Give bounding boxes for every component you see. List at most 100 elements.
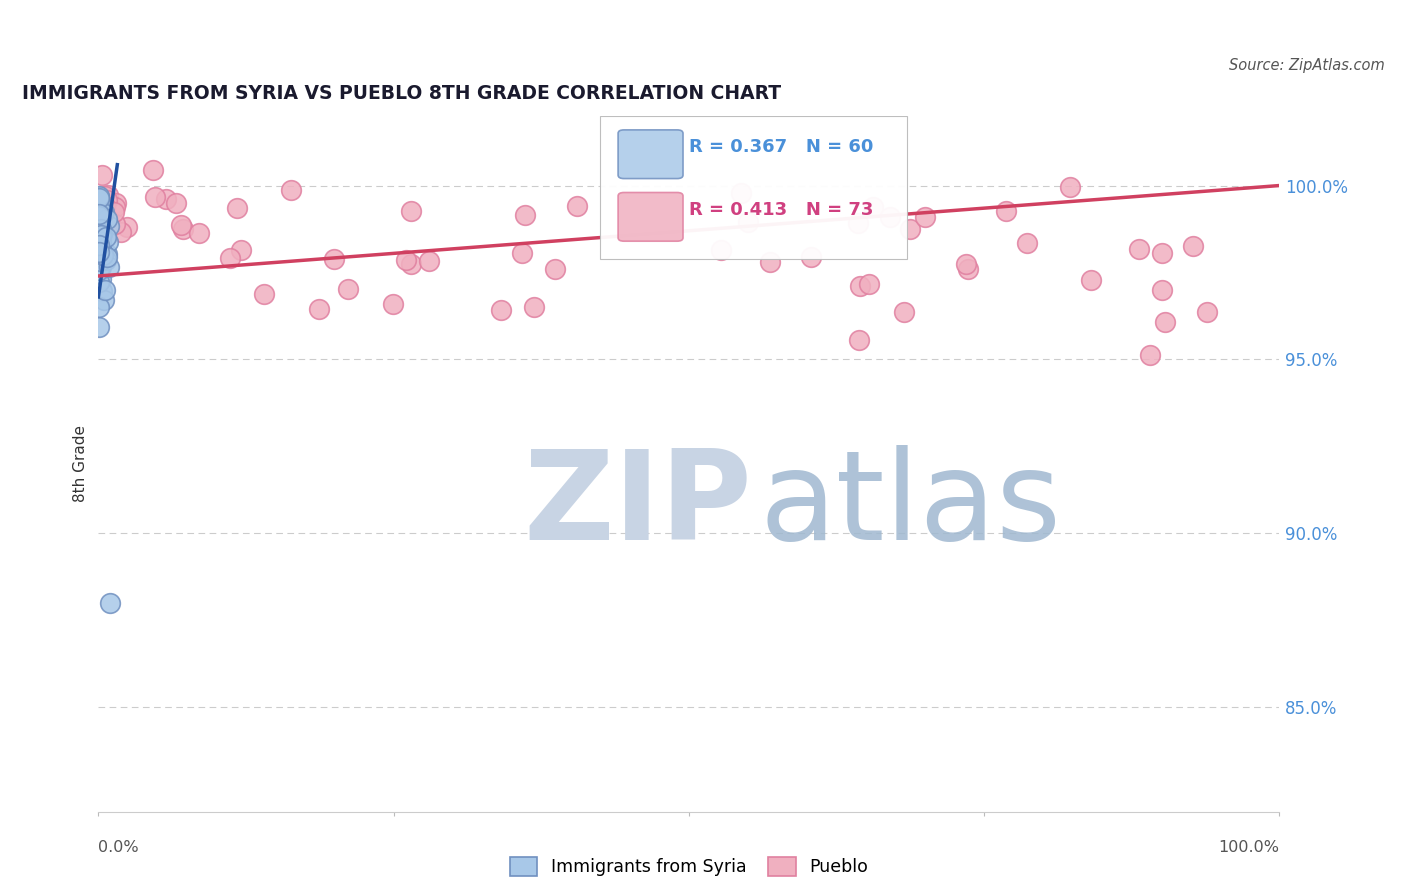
Point <box>90 239 112 253</box>
Point <box>93 194 115 209</box>
Point <box>97 188 120 202</box>
Point <box>172 222 194 236</box>
Point <box>104 217 127 231</box>
Point <box>93 205 115 219</box>
Point <box>91 247 114 261</box>
Point <box>98 596 121 610</box>
Point <box>87 227 110 241</box>
Point <box>87 189 110 203</box>
Point <box>1150 245 1173 260</box>
Point <box>1182 239 1205 253</box>
Point <box>848 334 870 348</box>
Point <box>89 240 111 254</box>
Point <box>89 227 111 242</box>
Point <box>110 226 132 240</box>
Point <box>169 218 191 232</box>
Point <box>737 214 759 228</box>
Point <box>96 250 118 264</box>
Point <box>91 206 114 220</box>
Point <box>89 235 111 249</box>
Point <box>800 250 823 264</box>
Point <box>155 192 177 206</box>
Point <box>898 222 921 236</box>
Point <box>90 258 112 272</box>
Point <box>96 219 118 233</box>
Point <box>1017 236 1039 251</box>
Point <box>87 245 110 260</box>
Point <box>336 282 359 296</box>
Point <box>544 261 567 276</box>
Point <box>94 188 117 202</box>
Point <box>89 227 111 241</box>
Point <box>104 196 127 211</box>
Point <box>89 212 111 227</box>
Point <box>879 210 901 224</box>
Point <box>87 188 110 202</box>
Point <box>142 163 165 178</box>
Point <box>94 253 117 268</box>
Point <box>523 300 546 314</box>
Point <box>90 221 112 235</box>
Point <box>165 195 187 210</box>
Text: IMMIGRANTS FROM SYRIA VS PUEBLO 8TH GRADE CORRELATION CHART: IMMIGRANTS FROM SYRIA VS PUEBLO 8TH GRAD… <box>21 84 780 103</box>
Point <box>90 235 112 249</box>
Point <box>995 204 1018 219</box>
Point <box>87 264 110 278</box>
Point <box>510 246 533 260</box>
Point <box>89 204 111 219</box>
Point <box>87 319 110 334</box>
Point <box>418 253 440 268</box>
Text: 100.0%: 100.0% <box>1219 839 1279 855</box>
Point <box>90 207 112 221</box>
Point <box>97 235 120 249</box>
Point <box>914 210 936 224</box>
Point <box>97 260 120 274</box>
Point <box>90 260 112 275</box>
Point <box>143 189 166 203</box>
Point <box>1059 180 1081 194</box>
Point <box>89 244 111 258</box>
Point <box>100 203 122 218</box>
Point <box>322 252 344 267</box>
Point <box>87 252 110 266</box>
Point <box>87 300 110 314</box>
Point <box>957 262 980 277</box>
Text: R = 0.367   N = 60: R = 0.367 N = 60 <box>689 138 873 156</box>
Point <box>1150 283 1173 297</box>
Point <box>91 284 114 298</box>
Point <box>1139 348 1161 362</box>
Point <box>91 250 114 264</box>
Point <box>89 253 111 268</box>
Point <box>565 199 588 213</box>
Point <box>1154 315 1177 329</box>
Point <box>87 247 110 261</box>
Point <box>226 201 249 215</box>
Point <box>89 209 111 223</box>
Point <box>94 210 117 224</box>
Text: 0.0%: 0.0% <box>98 839 139 855</box>
Point <box>399 203 422 218</box>
Point <box>96 194 118 208</box>
Text: atlas: atlas <box>759 445 1062 566</box>
Point <box>709 243 731 257</box>
Point <box>187 226 209 240</box>
Point <box>280 183 302 197</box>
Point <box>115 219 138 234</box>
Point <box>91 169 114 183</box>
Point <box>858 277 880 291</box>
Point <box>491 303 513 318</box>
Y-axis label: 8th Grade: 8th Grade <box>73 425 89 502</box>
Point <box>846 216 869 230</box>
Point <box>848 278 870 293</box>
Point <box>89 254 111 268</box>
Point <box>955 257 977 271</box>
Text: ZIP: ZIP <box>523 445 752 566</box>
Point <box>87 263 110 277</box>
Point <box>94 199 117 213</box>
Point <box>90 203 112 218</box>
Point <box>96 211 118 226</box>
Point <box>90 228 112 243</box>
Point <box>730 186 752 200</box>
Point <box>94 284 117 298</box>
Point <box>91 248 114 262</box>
